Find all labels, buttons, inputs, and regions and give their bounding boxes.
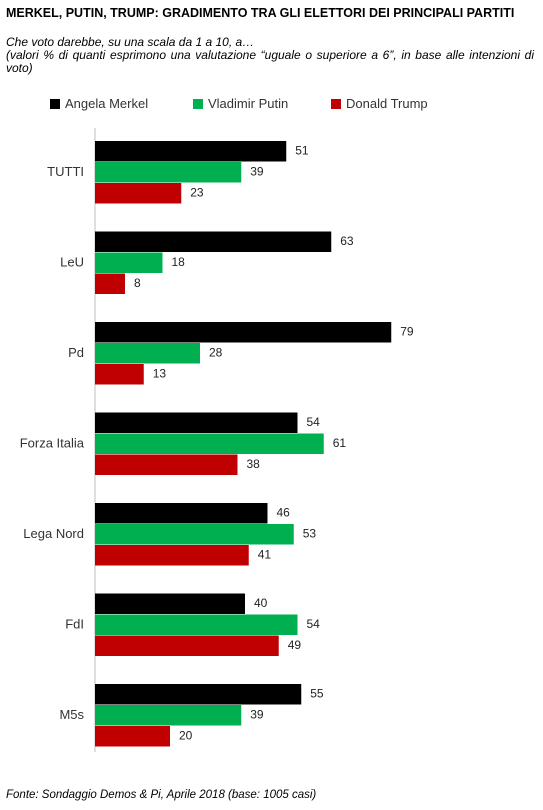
category-label: Pd	[68, 345, 84, 360]
value-label: 23	[190, 186, 204, 200]
bar	[95, 252, 163, 273]
subtitle-block: Che voto darebbe, su una scala da 1 a 10…	[6, 36, 534, 75]
subtitle: Che voto darebbe, su una scala da 1 a 10…	[6, 35, 255, 49]
value-label: 13	[153, 367, 167, 381]
value-label: 39	[250, 708, 264, 722]
legend-label: Vladimir Putin	[208, 96, 288, 111]
bar	[95, 593, 245, 614]
category-label: LeU	[60, 254, 84, 269]
category-label: FdI	[65, 616, 84, 631]
value-label: 28	[209, 346, 223, 360]
category-label: Forza Italia	[20, 435, 85, 450]
value-label: 61	[333, 436, 347, 450]
bar	[95, 141, 287, 162]
value-label: 46	[277, 506, 291, 520]
value-label: 63	[340, 234, 354, 248]
value-label: 49	[288, 638, 302, 652]
bar	[95, 545, 249, 566]
value-label: 54	[307, 415, 321, 429]
category-label: Lega Nord	[23, 526, 84, 541]
bar	[95, 183, 182, 204]
value-label: 39	[250, 165, 264, 179]
legend-swatch	[50, 99, 60, 109]
category-label: TUTTI	[47, 164, 84, 179]
bar	[95, 614, 298, 635]
bar	[95, 162, 242, 183]
value-label: 53	[303, 527, 317, 541]
legend-swatch	[331, 99, 341, 109]
value-label: 20	[179, 729, 193, 743]
value-label: 79	[400, 325, 414, 339]
value-label: 40	[254, 596, 268, 610]
value-label: 55	[310, 687, 324, 701]
legend-label: Angela Merkel	[65, 96, 148, 111]
legend-label: Donald Trump	[346, 96, 428, 111]
bar	[95, 705, 242, 726]
bar	[95, 364, 144, 385]
bar	[95, 635, 279, 656]
value-label: 8	[134, 276, 141, 290]
bar	[95, 412, 298, 433]
bar	[95, 322, 392, 343]
bar	[95, 231, 332, 252]
category-label: M5s	[59, 707, 84, 722]
source: Fonte: Sondaggio Demos & Pi, Aprile 2018…	[6, 789, 317, 801]
bar	[95, 726, 170, 747]
chart-title: MERKEL, PUTIN, TRUMP: GRADIMENTO TRA GLI…	[6, 6, 515, 20]
bar	[95, 503, 268, 524]
chart: Angela Merkel Vladimir Putin Donald Trump T…	[20, 96, 428, 752]
bar	[95, 433, 324, 454]
bar	[95, 524, 294, 545]
value-label: 38	[247, 457, 261, 471]
value-label: 51	[295, 144, 309, 158]
value-label: 41	[258, 548, 272, 562]
bar	[95, 454, 238, 475]
value-label: 54	[307, 617, 321, 631]
bar	[95, 273, 125, 294]
value-label: 18	[172, 255, 186, 269]
legend-swatch	[193, 99, 203, 109]
bar	[95, 343, 200, 364]
note: (valori % di quanti esprimono una valuta…	[6, 48, 534, 75]
bar	[95, 684, 302, 705]
